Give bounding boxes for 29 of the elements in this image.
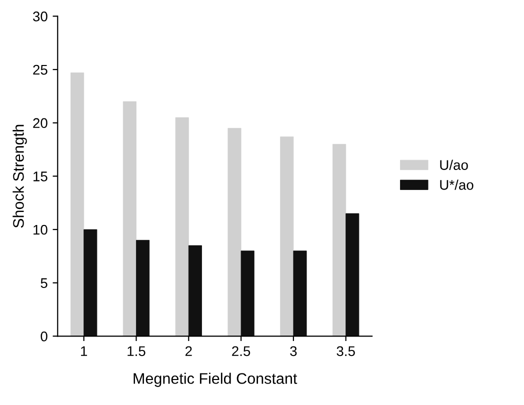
bar — [228, 128, 242, 336]
y-tick-label: 25 — [33, 64, 48, 75]
bar — [293, 250, 307, 336]
y-tick-label: 0 — [40, 331, 48, 342]
legend-label: U*/ao — [440, 180, 474, 190]
x-tick-label: 2 — [185, 346, 192, 356]
y-tick-label: 30 — [33, 12, 48, 22]
bar — [332, 144, 346, 336]
x-tick-label: 1.5 — [128, 346, 146, 356]
bar — [240, 250, 254, 336]
y-axis-title: Shock Strength — [12, 124, 27, 228]
bar — [188, 245, 202, 336]
x-tick-label: 1 — [81, 346, 88, 356]
bar — [346, 213, 360, 336]
bar — [84, 229, 98, 336]
y-tick-label: 10 — [34, 224, 48, 235]
bar — [136, 240, 150, 336]
x-tick-label: 3.5 — [336, 346, 355, 356]
bar — [280, 136, 294, 336]
y-tick-label: 20 — [33, 118, 48, 128]
bar — [70, 72, 84, 336]
y-tick-label: 5 — [40, 278, 48, 288]
bar — [175, 117, 189, 336]
x-tick-label: 3 — [290, 346, 297, 356]
x-tick-label: 2.5 — [232, 346, 250, 356]
legend-label: U/ao — [440, 160, 468, 170]
bar — [122, 101, 136, 336]
x-axis-title: Megnetic Field Constant — [134, 372, 298, 387]
y-tick-label: 15 — [34, 172, 48, 182]
